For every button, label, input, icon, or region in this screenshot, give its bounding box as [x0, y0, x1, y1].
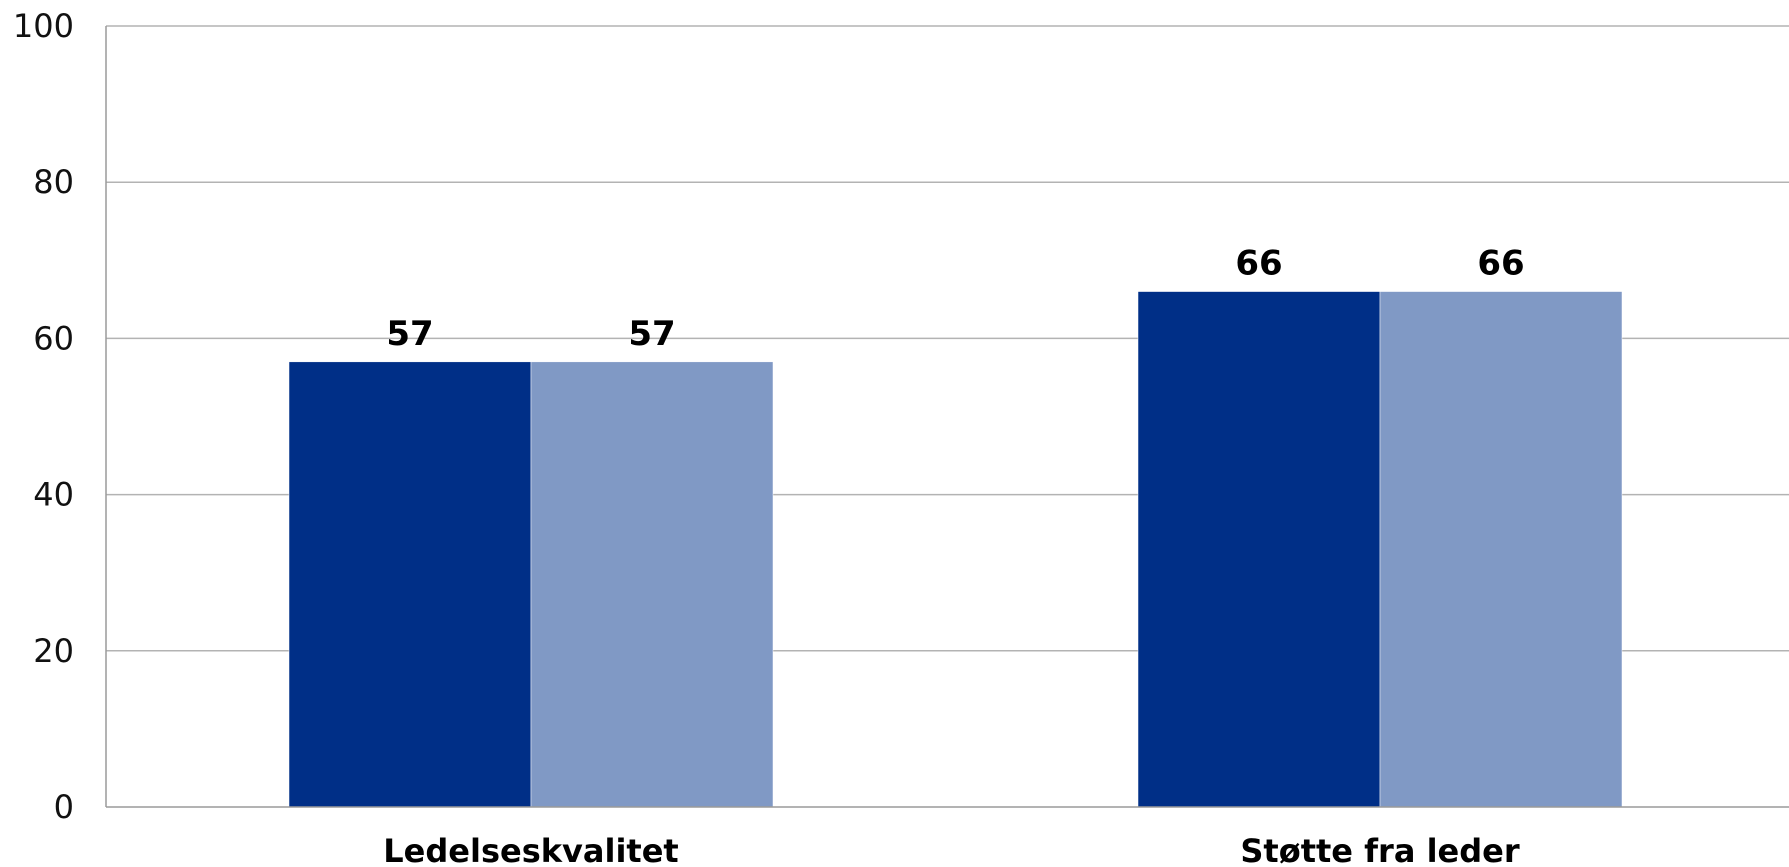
y-tick-label: 60	[33, 319, 74, 357]
y-tick-label: 0	[54, 788, 74, 826]
bar-st-tte-fra-leder-series-1	[1137, 291, 1381, 808]
y-tick-label: 40	[33, 476, 74, 514]
y-axis-tick-labels: 0 20 40 60 80 100	[13, 7, 74, 826]
data-label: 57	[386, 314, 433, 354]
x-axis-category-labels: Ledelseskvalitet Støtte fra leder	[383, 832, 1520, 867]
category-label: Støtte fra leder	[1240, 832, 1519, 867]
data-label: 66	[1477, 244, 1524, 284]
data-label: 57	[628, 314, 675, 354]
data-label: 66	[1235, 244, 1282, 284]
bar-st-tte-fra-leder-series-2	[1379, 291, 1623, 808]
y-tick-label: 80	[33, 163, 74, 201]
bars	[288, 291, 1623, 808]
bar-ledelseskvalitet-series-1	[288, 361, 532, 808]
data-labels: 57 57 66 66	[386, 244, 1524, 354]
bar-ledelseskvalitet-series-2	[530, 361, 774, 808]
category-label: Ledelseskvalitet	[383, 832, 678, 867]
y-tick-label: 100	[13, 7, 74, 45]
y-tick-label: 20	[33, 632, 74, 670]
axes	[105, 26, 1789, 808]
